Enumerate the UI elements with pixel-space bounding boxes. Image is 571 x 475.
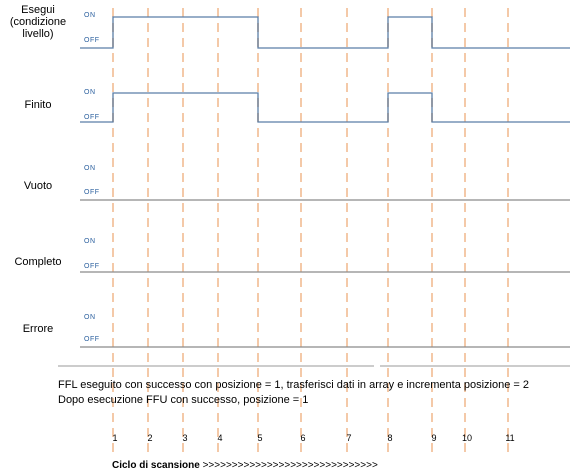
signal-label-4: Errore — [22, 323, 54, 335]
off-level-label-3: OFF — [84, 263, 100, 270]
off-level-label-2: OFF — [84, 189, 100, 196]
scan-cycle-number-11: 11 — [505, 433, 515, 443]
signal-trace-0 — [80, 16, 570, 49]
scan-cycle-arrows: >>>>>>>>>>>>>>>>>>>>>>>>>>>>>> — [202, 460, 378, 471]
scan-cycle-number-3: 3 — [182, 433, 188, 443]
scan-cycle-label: Ciclo di scansione — [112, 460, 200, 471]
scan-cycle-number-1: 1 — [112, 433, 118, 443]
off-level-label-4: OFF — [84, 336, 100, 343]
signal-label-0: Esegui (condizione livello) — [9, 4, 67, 40]
off-level-label-1: OFF — [84, 114, 100, 121]
on-level-label-0: ON — [84, 12, 96, 19]
scan-cycle-number-5: 5 — [257, 433, 263, 443]
signal-label-3: Completo — [14, 256, 62, 268]
signal-trace-1 — [80, 92, 570, 123]
scan-cycle-number-10: 10 — [461, 433, 472, 443]
signal-label-1: Finito — [24, 99, 52, 111]
note-ffu: Dopo esecuzione FFU con successo, posizi… — [58, 394, 309, 406]
scan-cycle-caption: Ciclo di scansione >>>>>>>>>>>>>>>>>>>>>… — [112, 460, 378, 471]
on-level-label-1: ON — [84, 89, 96, 96]
on-level-label-3: ON — [84, 238, 96, 245]
on-level-label-4: ON — [84, 314, 96, 321]
scan-cycle-number-9: 9 — [431, 433, 437, 443]
scan-cycle-number-4: 4 — [217, 433, 223, 443]
scan-cycle-number-7: 7 — [346, 433, 352, 443]
off-level-label-0: OFF — [84, 37, 100, 44]
scan-cycle-number-2: 2 — [147, 433, 153, 443]
scan-cycle-number-6: 6 — [300, 433, 306, 443]
signal-label-2: Vuoto — [23, 180, 53, 192]
on-level-label-2: ON — [84, 165, 96, 172]
signal-traces — [80, 16, 570, 348]
scan-cycle-number-8: 8 — [387, 433, 393, 443]
note-ffl: FFL eseguito con successo con posizione … — [58, 379, 530, 391]
